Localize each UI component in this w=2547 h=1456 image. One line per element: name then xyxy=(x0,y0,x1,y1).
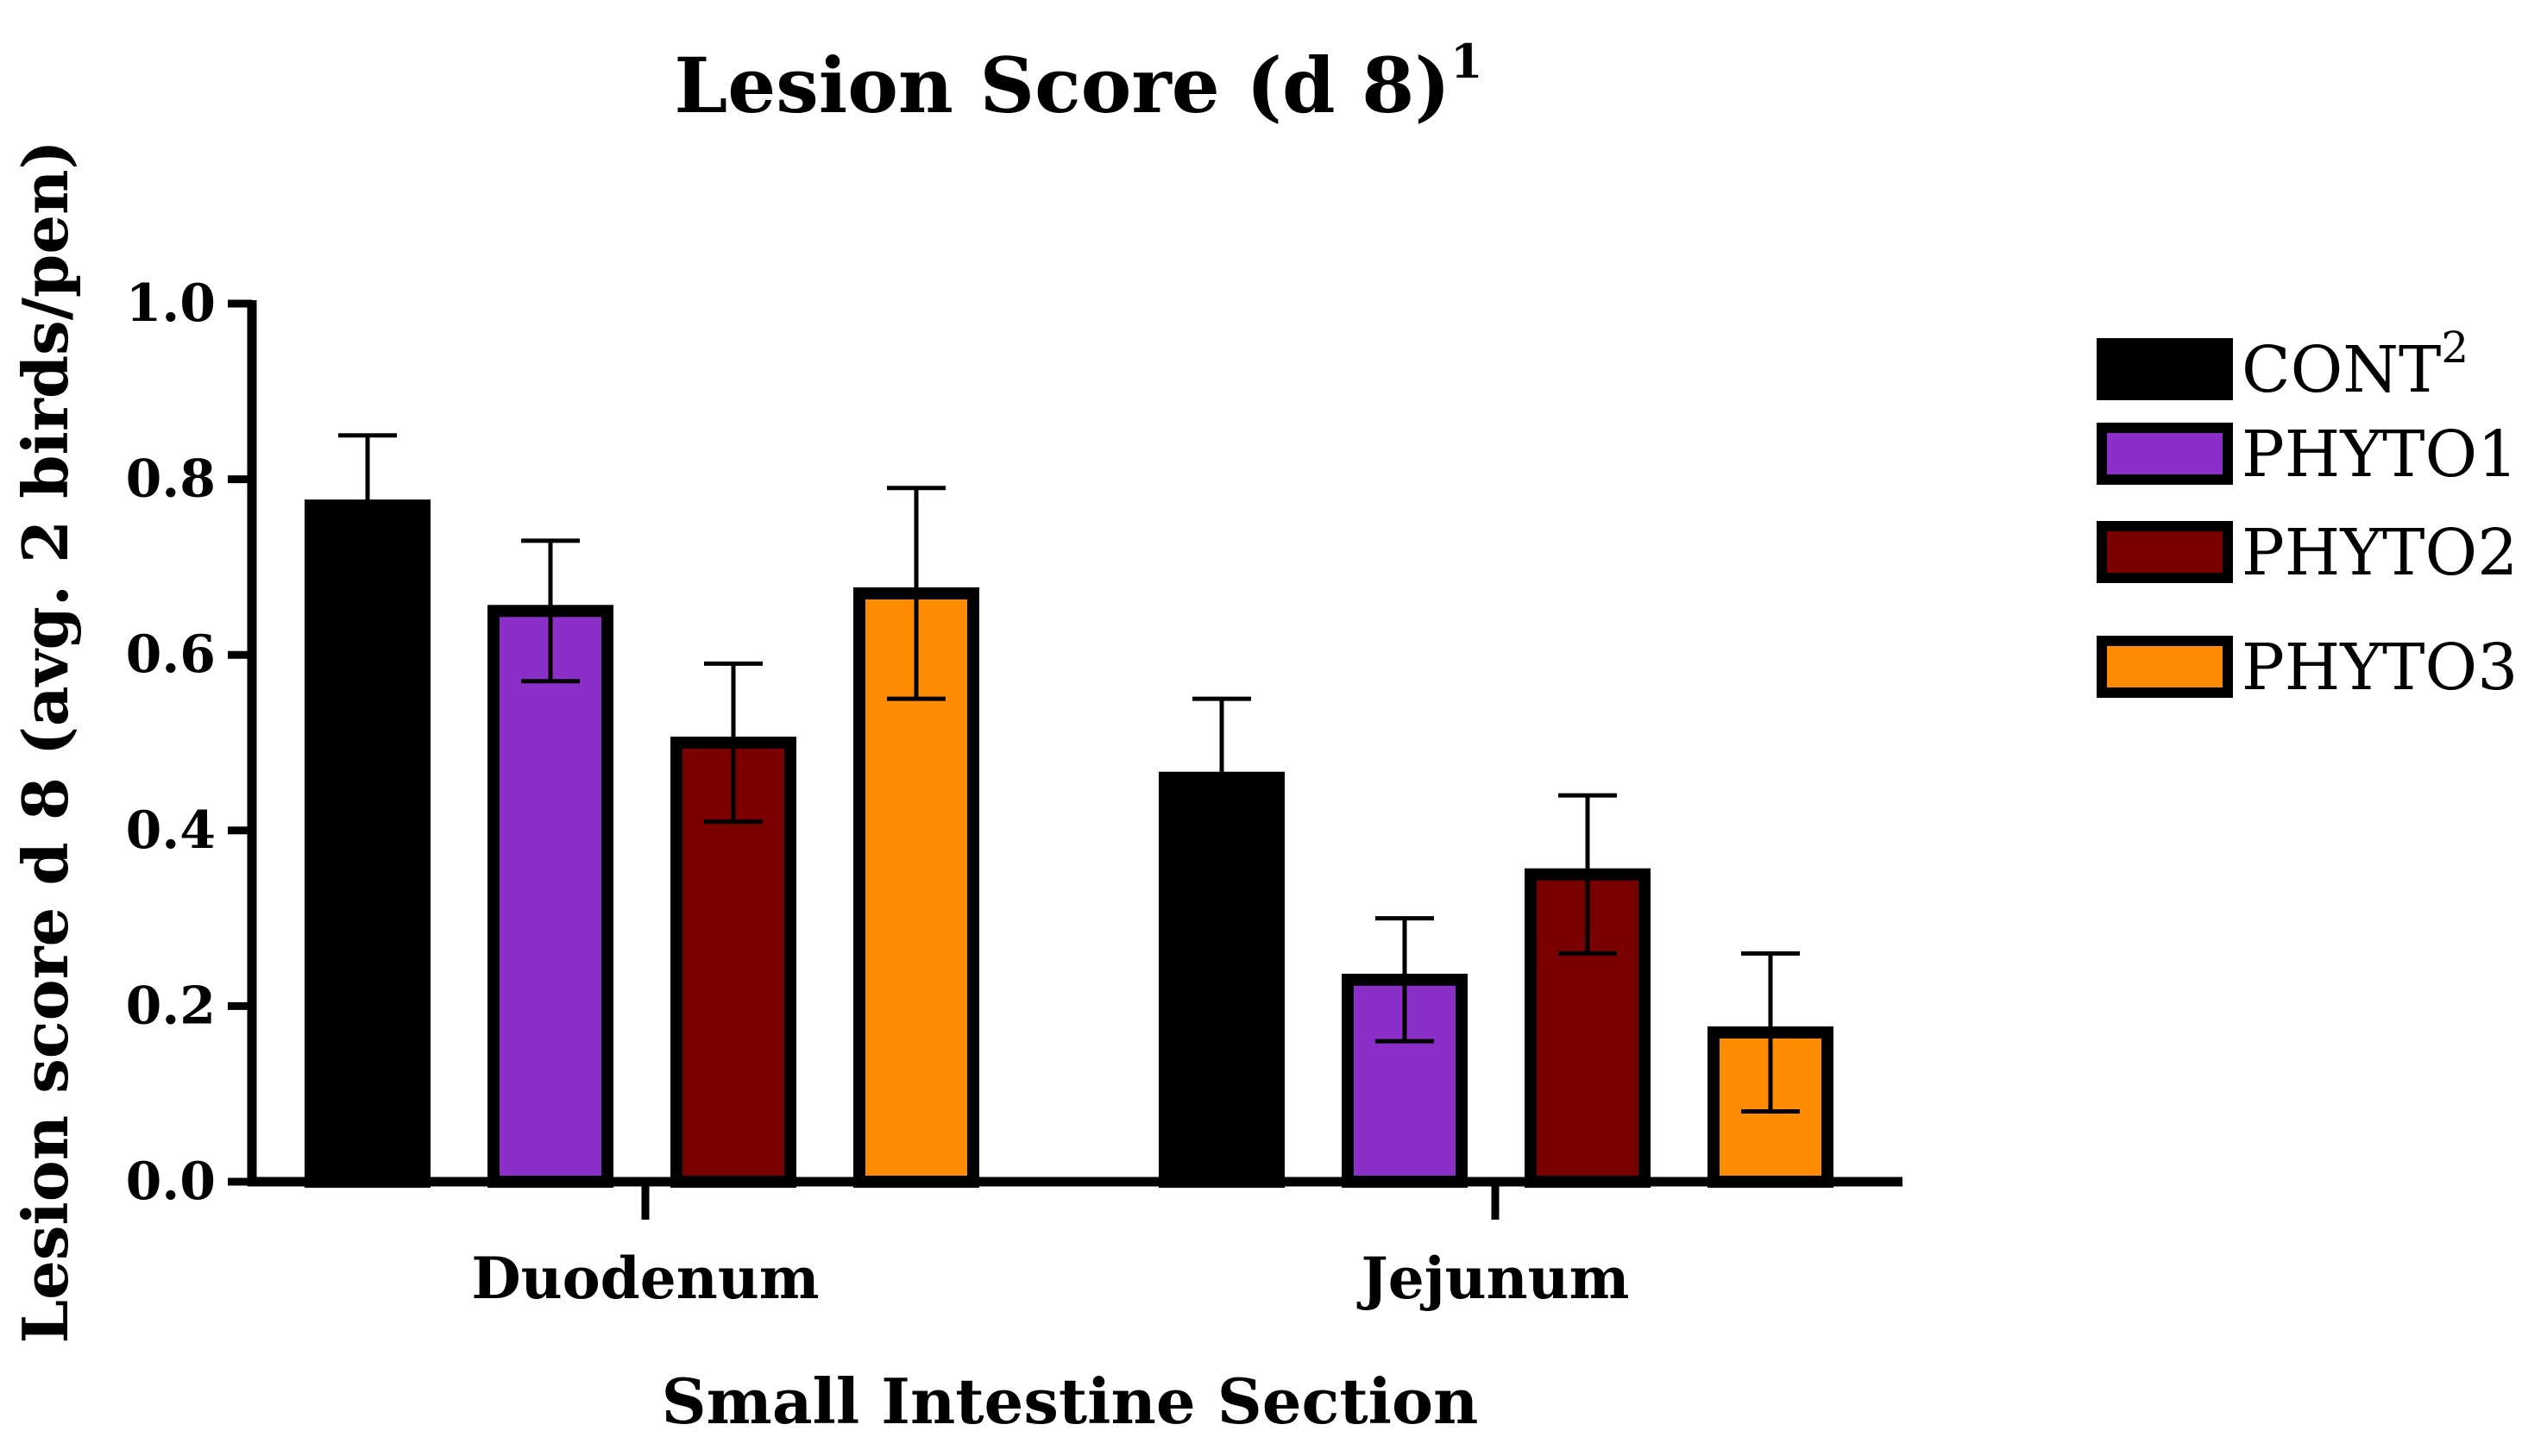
chart-title: Lesion Score (d 8)1 xyxy=(674,34,1482,130)
legend-swatch-cont xyxy=(2097,338,2233,400)
error-bar-phyto1-duodenum xyxy=(521,538,580,684)
error-bar-phyto3-jejunum xyxy=(1741,951,1800,1114)
category-label-duodenum: Duodenum xyxy=(471,1245,819,1312)
legend-swatch-phyto1 xyxy=(2097,423,2233,485)
legend-label-phyto2: PHYTO2 xyxy=(2242,516,2518,590)
legend-item-phyto2: PHYTO2 xyxy=(2097,516,2518,590)
y-tick-label: 1.0 xyxy=(126,273,216,334)
bar-cont-duodenum xyxy=(305,499,431,1188)
legend-item-phyto3: PHYTO3 xyxy=(2097,631,2518,705)
legend-item-cont: CONT2 xyxy=(2097,323,2468,407)
legend-swatch-phyto3 xyxy=(2097,636,2233,698)
plot-area: 0.0 0.2 0.4 0.6 0.8 1.0 Duodenum Jejunum xyxy=(126,273,1902,1312)
legend-label-phyto3: PHYTO3 xyxy=(2242,631,2518,705)
legend-item-phyto1: PHYTO1 xyxy=(2097,417,2518,492)
chart-title-superscript: 1 xyxy=(1450,34,1483,89)
error-bar-cont-duodenum xyxy=(338,433,397,579)
error-bar-phyto2-duodenum xyxy=(704,661,763,825)
y-tick-label: 0.2 xyxy=(126,976,216,1036)
legend-label-phyto1: PHYTO1 xyxy=(2242,417,2518,492)
error-bar-phyto2-jejunum xyxy=(1558,793,1617,956)
x-axis-title: Small Intestine Section xyxy=(662,1365,1479,1438)
y-tick-label: 0.4 xyxy=(126,800,216,861)
bar-phyto1-duodenum xyxy=(487,605,613,1188)
chart-title-text: Lesion Score (d 8) xyxy=(674,41,1450,130)
legend-swatch-phyto2 xyxy=(2097,521,2233,583)
error-bar-phyto1-jejunum xyxy=(1375,916,1434,1044)
category-label-jejunum: Jejunum xyxy=(1357,1245,1630,1312)
y-tick-label: 0.6 xyxy=(126,624,216,685)
y-tick-label: 0.0 xyxy=(126,1152,216,1212)
svg-text:Lesion Score (d 8)1: Lesion Score (d 8)1 xyxy=(674,34,1482,130)
legend: CONT2 PHYTO1 PHYTO2 PHYTO3 xyxy=(2097,323,2518,705)
error-bar-cont-jejunum xyxy=(1192,696,1251,859)
legend-label-cont: CONT2 xyxy=(2242,323,2468,407)
y-axis-title: Lesion score d 8 (avg. 2 birds/pen) xyxy=(9,140,82,1343)
y-tick-label: 0.8 xyxy=(126,449,216,510)
error-bar-phyto3-duodenum xyxy=(887,486,946,701)
